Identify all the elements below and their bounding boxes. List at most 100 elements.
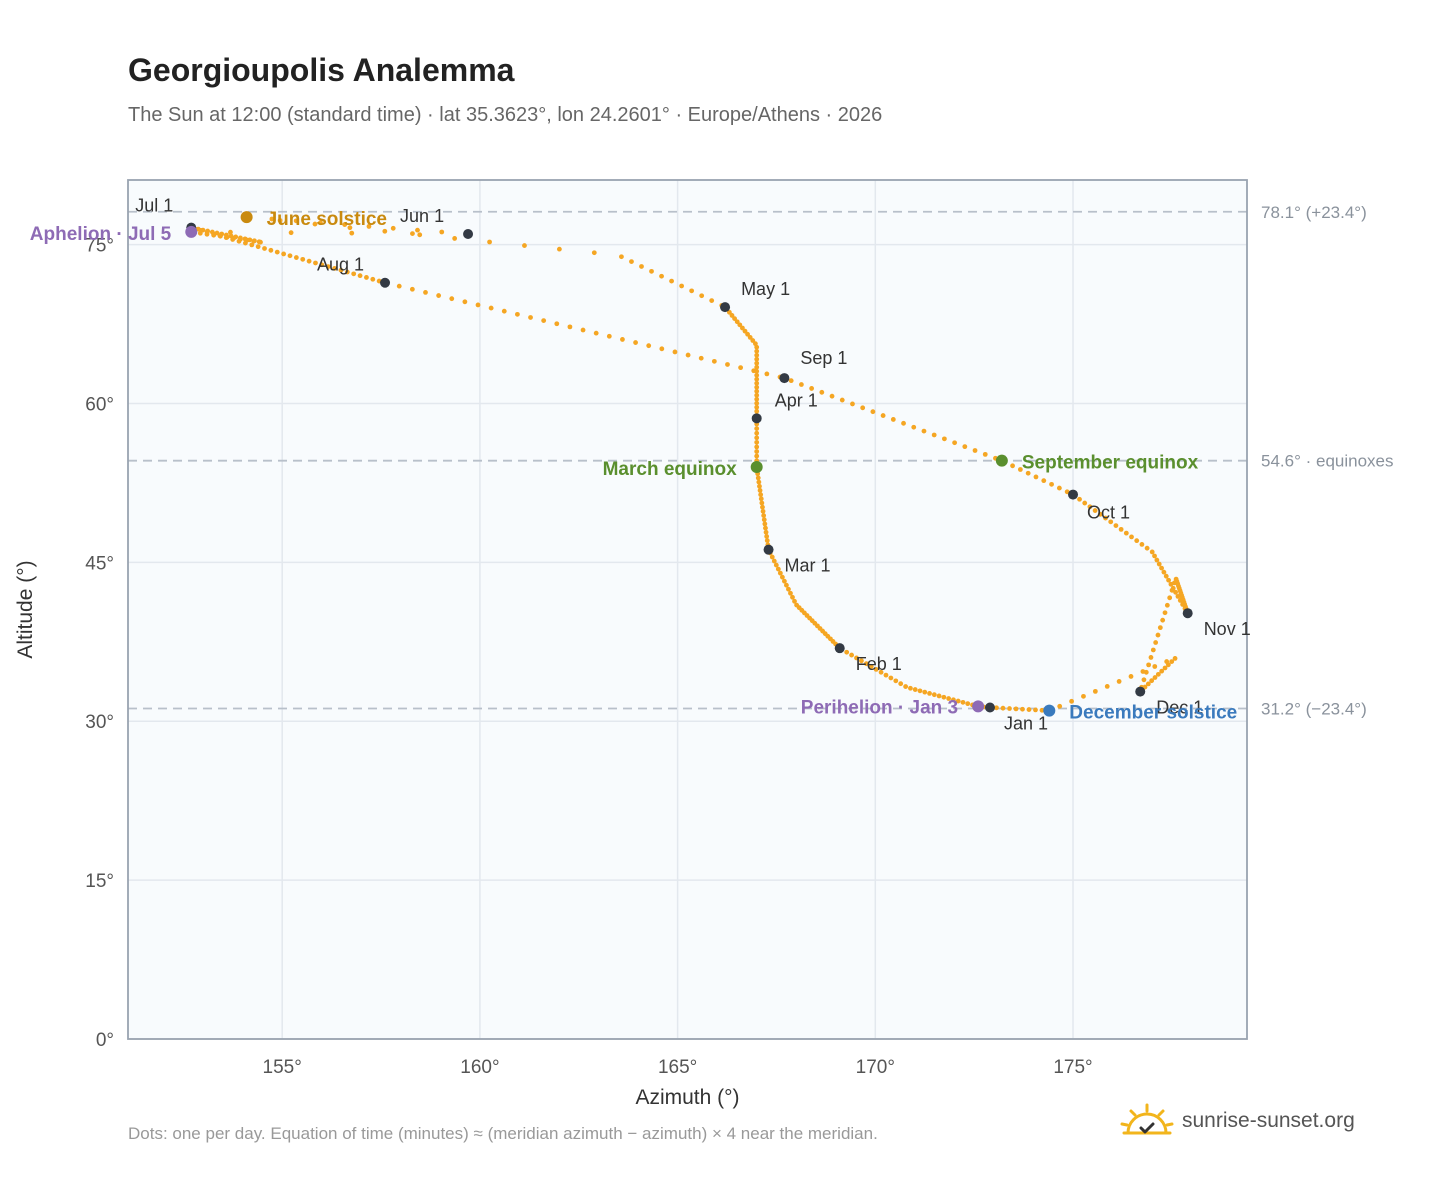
- event-marker: [240, 211, 253, 224]
- day-dot: [762, 521, 768, 527]
- day-dot: [269, 216, 275, 222]
- month-marker: [1182, 608, 1193, 619]
- day-dot: [1160, 617, 1166, 623]
- month-marker: [779, 373, 790, 384]
- day-dot: [1140, 669, 1146, 674]
- footnote: Dots: one per day. Equation of time (min…: [128, 1124, 878, 1143]
- day-dot: [515, 311, 520, 317]
- month-label: May 1: [741, 279, 790, 299]
- reference-line-label: 54.6° · equinoxes: [1261, 452, 1394, 471]
- day-dot: [449, 296, 455, 302]
- reference-line-label: 31.2° (−23.4°): [1261, 700, 1367, 719]
- day-dot: [338, 267, 344, 273]
- event-label: Aphelion · Jul 5: [30, 224, 172, 245]
- day-dot: [941, 436, 947, 442]
- event-marker: [1043, 704, 1056, 717]
- day-dot: [347, 225, 353, 231]
- day-dot: [764, 538, 770, 544]
- day-dot: [1026, 707, 1032, 712]
- day-dot: [1149, 549, 1155, 555]
- day-dot: [1173, 576, 1179, 582]
- day-dot: [754, 356, 760, 362]
- day-dot: [952, 440, 958, 446]
- day-dot: [880, 413, 886, 418]
- day-dot: [760, 508, 766, 514]
- y-tick-label: 15°: [85, 871, 114, 892]
- day-dot: [1141, 677, 1147, 683]
- day-dot: [786, 586, 791, 592]
- day-dot: [580, 327, 586, 333]
- event-label: December solstice: [1069, 703, 1237, 724]
- day-dot: [242, 236, 248, 242]
- day-dot: [890, 417, 896, 422]
- month-marker: [751, 413, 762, 424]
- day-dot: [629, 259, 634, 265]
- day-dot: [1081, 693, 1086, 699]
- month-label: Jul 1: [135, 196, 173, 216]
- day-dot: [415, 227, 420, 233]
- day-dot: [777, 570, 783, 576]
- day-dot: [1033, 707, 1038, 713]
- day-dot: [1069, 698, 1074, 704]
- day-dot: [917, 688, 923, 694]
- day-dot: [788, 590, 793, 596]
- day-dot: [236, 238, 242, 244]
- day-dot: [955, 698, 961, 704]
- month-marker: [834, 643, 845, 654]
- day-dot: [1152, 553, 1157, 559]
- day-dot: [417, 232, 423, 238]
- day-dot: [370, 276, 376, 282]
- x-tick-label: 165°: [658, 1057, 697, 1078]
- day-dot: [1153, 640, 1159, 645]
- day-dot: [1113, 523, 1119, 529]
- day-dot: [672, 349, 678, 355]
- day-dot: [277, 218, 283, 223]
- month-label: Apr 1: [775, 390, 818, 410]
- day-dot: [541, 318, 547, 324]
- day-dot: [844, 649, 850, 655]
- x-tick-label: 155°: [263, 1057, 302, 1078]
- day-dot: [921, 428, 927, 434]
- day-dot: [738, 365, 744, 371]
- day-dot: [788, 378, 794, 384]
- event-label: March equinox: [603, 459, 738, 480]
- day-dot: [903, 684, 909, 689]
- day-dot: [567, 324, 573, 330]
- day-dot: [1056, 485, 1062, 491]
- day-dot: [342, 222, 348, 227]
- day-dot: [619, 254, 624, 260]
- day-dot: [912, 687, 918, 692]
- month-label: Mar 1: [785, 556, 831, 576]
- day-dot: [1049, 481, 1054, 487]
- day-dot: [754, 400, 760, 406]
- day-dot: [771, 558, 777, 564]
- x-tick-label: 160°: [460, 1057, 499, 1078]
- day-dot: [252, 238, 257, 244]
- day-dot: [281, 251, 287, 257]
- day-dot: [946, 696, 952, 701]
- day-dot: [1092, 688, 1098, 694]
- day-dot: [1025, 470, 1031, 476]
- day-dot: [769, 554, 775, 560]
- day-dot: [868, 664, 874, 669]
- month-label: Aug 1: [317, 255, 364, 275]
- day-dot: [936, 693, 942, 699]
- day-dot: [475, 302, 481, 308]
- sun-logo-icon: [1120, 1103, 1174, 1135]
- day-dot: [1163, 573, 1169, 579]
- month-marker: [984, 702, 995, 713]
- day-dot: [274, 249, 280, 255]
- month-label: Dec 1: [1156, 698, 1203, 718]
- day-dot: [1020, 706, 1025, 712]
- event-marker: [750, 461, 763, 474]
- day-dot: [501, 308, 507, 314]
- day-dot: [211, 231, 216, 237]
- day-dot: [757, 488, 763, 493]
- event-marker: [995, 454, 1008, 467]
- chart-subtitle: The Sun at 12:00 (standard time) · lat 3…: [128, 104, 883, 126]
- day-dot: [859, 658, 864, 664]
- day-dot: [1134, 538, 1140, 544]
- day-dot: [754, 444, 760, 450]
- brand[interactable]: sunrise-sunset.org: [1120, 1103, 1355, 1139]
- day-dot: [1169, 587, 1175, 593]
